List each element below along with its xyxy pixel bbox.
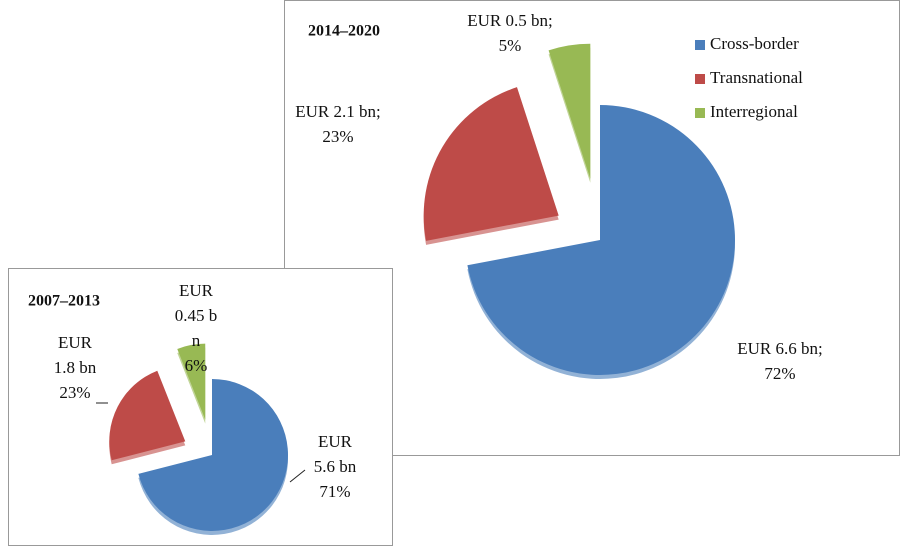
data-label: EUR [318, 432, 353, 451]
data-label: 72% [764, 364, 795, 383]
data-label: 71% [319, 482, 350, 501]
data-label: 23% [59, 383, 90, 402]
data-label: EUR [58, 333, 93, 352]
data-label: 5% [499, 36, 522, 55]
data-label: 23% [322, 127, 353, 146]
legend-label: Interregional [710, 102, 798, 121]
chart-2014: EUR 6.6 bn; 72% EUR 2.1 bn; 23% EUR 0.5 bn; 5… [295, 11, 822, 383]
pie-slice [177, 343, 206, 420]
data-label: EUR 0.5 bn; [467, 11, 552, 30]
chart-title: 2007–2013 [28, 293, 100, 310]
pie-slice [138, 379, 288, 532]
data-label: 6% [185, 356, 208, 375]
legend-swatch [695, 108, 705, 118]
legend-label: Cross-border [710, 34, 799, 53]
data-label: EUR 6.6 bn; [737, 339, 822, 358]
legend-label: Transnational [710, 68, 803, 87]
data-label: EUR [179, 281, 214, 300]
leader-line [289, 469, 306, 483]
legend-swatch [695, 74, 705, 84]
chart-2007: EUR 5.6 bn 71% EUR 1.8 bn 23% EUR 0.45 b n 6% 2007… [28, 281, 357, 536]
data-label: 0.45 b [175, 306, 218, 325]
chart-title: 2014–2020 [308, 23, 380, 40]
data-label: n [192, 331, 201, 350]
data-label: 5.6 bn [314, 457, 357, 476]
data-label: 1.8 bn [54, 358, 97, 377]
pie-slice [548, 43, 591, 179]
data-label: EUR 2.1 bn; [295, 102, 380, 121]
pie-slice [423, 87, 559, 241]
pie-slice [109, 370, 186, 461]
legend-swatch [695, 40, 705, 50]
pie-slice [467, 105, 735, 375]
